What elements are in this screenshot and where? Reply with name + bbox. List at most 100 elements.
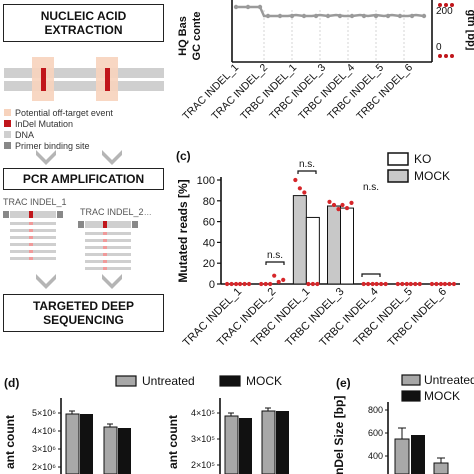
- legend-mock-swatch: [401, 390, 421, 402]
- data-point-ko: [272, 273, 277, 278]
- top-ylabel-right: gth [bp]: [465, 10, 474, 51]
- panel-c-ytick-label: 20: [203, 258, 215, 270]
- step2-label: PCR AMPLIFICATION: [22, 172, 145, 186]
- data-point-mock: [361, 281, 366, 287]
- legend-indel: InDel Mutation: [15, 119, 73, 129]
- ns-brackets: [265, 170, 381, 277]
- step-pcr-amplification: PCR AMPLIFICATION: [3, 168, 164, 190]
- data-point-ko: [340, 202, 345, 208]
- step3-line2: SEQUENCING: [43, 313, 124, 327]
- panel-d-label: (d): [4, 376, 19, 390]
- data-point-mock: [293, 177, 298, 183]
- chevron-down-icon: [102, 274, 122, 289]
- chevron-down-icon: [102, 150, 122, 165]
- data-point-mock: [224, 281, 230, 287]
- top-ylabel-left-2: GC conte: [191, 12, 203, 61]
- data-point-ko: [417, 281, 422, 287]
- panel-d-ylabel: ant count: [3, 415, 17, 469]
- data-point-mock: [395, 281, 400, 287]
- panel-c-ytick-label: 0: [209, 279, 215, 291]
- amplicon-group-2: [78, 221, 138, 270]
- dna-strand: [4, 57, 164, 101]
- data-point-ko: [344, 205, 350, 211]
- bar-d2-mock: [276, 411, 289, 474]
- data-point-mock: [259, 281, 264, 287]
- data-point-mock: [263, 281, 268, 287]
- data-point-mock: [429, 281, 435, 287]
- right-tick-200: 200: [436, 6, 453, 17]
- step-nucleic-acid-extraction: NUCLEIC ACID EXTRACTION: [3, 4, 164, 42]
- bar-d1-mock: [80, 414, 93, 474]
- ns-annotation: n.s.: [363, 182, 379, 193]
- right-tick-0: 0: [436, 42, 442, 53]
- step-targeted-deep-sequencing: TARGETED DEEP SEQUENCING: [3, 294, 164, 332]
- data-point-ko: [451, 281, 457, 287]
- panel-d2-ylabel: ant count: [166, 415, 180, 469]
- panel-c-ytick-label: 40: [203, 237, 215, 249]
- data-point-ko: [237, 281, 243, 287]
- chevron-down-icon: [36, 150, 56, 165]
- bar-e-untreated: [433, 462, 449, 474]
- bar-d2-mock: [239, 418, 252, 474]
- panel-d1-ytick: 5×10⁶: [32, 408, 56, 418]
- panel-d2-ytick: 4×10⁵: [191, 408, 215, 418]
- data-point-ko: [383, 281, 388, 287]
- panel-e-ylabel: InDel Size [bp]: [332, 396, 346, 474]
- data-point-mock: [297, 186, 302, 191]
- data-point-ko: [379, 281, 384, 287]
- data-point-ko: [281, 277, 286, 282]
- data-point-mock: [434, 281, 439, 287]
- data-point-ko: [276, 279, 281, 285]
- step1-line1: NUCLEIC ACID: [40, 9, 127, 23]
- amplicon-group-1: [3, 211, 63, 260]
- legend-ko-label: KO: [414, 152, 431, 166]
- data-point-ko: [306, 281, 311, 287]
- legend-off-target: Potential off-target event: [15, 108, 113, 118]
- data-point-mock: [438, 281, 444, 287]
- legend-mock-label: MOCK: [246, 374, 282, 388]
- data-point-mock: [229, 281, 234, 287]
- step1-line2: EXTRACTION: [44, 23, 123, 37]
- panel-d1-ytick: 3×10⁶: [32, 444, 56, 454]
- data-point-mock: [336, 207, 341, 212]
- legend-untreated-swatch: [401, 374, 421, 386]
- data-point-mock: [366, 281, 371, 287]
- panel-c-ylabel: Mutated reads [%]: [176, 179, 190, 282]
- data-point-ko: [374, 281, 379, 287]
- bar-d1-mock: [118, 428, 131, 474]
- legend-primer: Primer binding site: [15, 141, 90, 151]
- panel-c-label: (c): [176, 149, 191, 163]
- legend-untreated-swatch: [115, 375, 137, 387]
- indel-mark: [105, 68, 110, 91]
- chevron-down-icon: [36, 274, 56, 289]
- data-point-mock: [302, 190, 307, 195]
- data-point-mock: [400, 281, 405, 287]
- panel-e-ytick: 600: [368, 428, 383, 438]
- panel-c-y-ticks: 100 80 60 40 20 0: [197, 175, 221, 291]
- panel-c-ytick-label: 100: [197, 175, 215, 187]
- amplicon-label-2: TRAC INDEL_2: [80, 207, 144, 217]
- panel-e-ytick: 800: [368, 405, 383, 415]
- workflow-legend-swatches: [4, 109, 11, 149]
- data-point-mock: [268, 281, 273, 287]
- legend-mock-swatch: [387, 169, 409, 183]
- data-point-ko: [242, 281, 247, 287]
- panel-c-ytick-label: 60: [203, 217, 215, 229]
- data-point-mock: [370, 281, 375, 287]
- legend-dna: DNA: [15, 130, 34, 140]
- step3-line1: TARGETED DEEP: [32, 299, 135, 313]
- data-point-ko: [408, 281, 413, 287]
- panel-c-ytick-label: 80: [203, 196, 215, 208]
- data-point-ko: [442, 281, 448, 287]
- panel-c-bars: [292, 195, 354, 285]
- panel-d2-ytick: 3×10⁵: [191, 434, 215, 444]
- panel-d1-ytick: 2×10⁶: [32, 462, 56, 472]
- panel-e-label: (e): [336, 376, 351, 390]
- data-point-ko: [315, 281, 320, 287]
- data-point-mock: [233, 281, 239, 287]
- data-point-ko: [413, 281, 418, 287]
- bar-e-mock: [411, 435, 425, 474]
